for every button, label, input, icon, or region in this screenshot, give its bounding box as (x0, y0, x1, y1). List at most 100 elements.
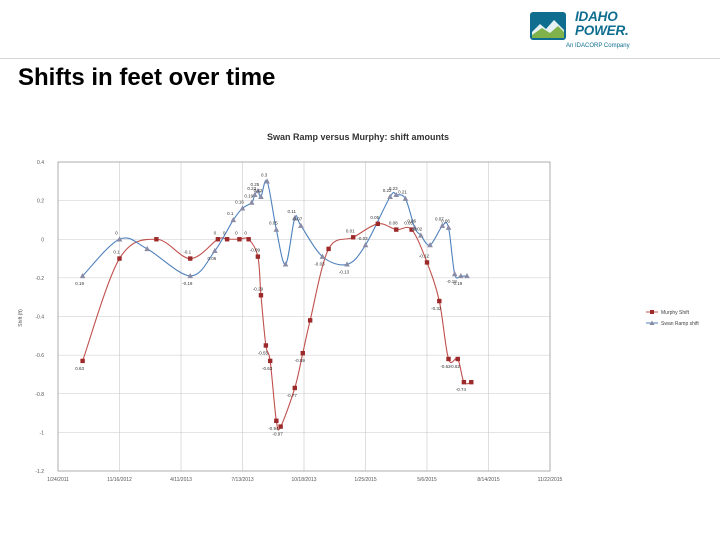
murphy-data-label: -0.32 (431, 306, 442, 311)
murphy-data-point (455, 356, 460, 362)
swan-data-point (291, 215, 298, 221)
swan-data-label: 0.19 (75, 281, 84, 286)
y-tick-label: -0.6 (35, 353, 44, 359)
logo-line-2: POWER. (575, 23, 629, 38)
murphy-data-label: -0.55 (258, 350, 269, 355)
murphy-data-label: 0.08 (389, 221, 398, 226)
series-markers (79, 178, 474, 429)
murphy-data-point (409, 227, 414, 232)
murphy-legend-marker (650, 310, 654, 314)
swan-data-label: 0.16 (235, 199, 244, 204)
murphy-data-point (394, 227, 399, 232)
murphy-data-label: -0.12 (419, 253, 430, 258)
swan-data-label: -0.03 (357, 236, 368, 241)
swan-data-point (230, 216, 237, 223)
logo-wordmark: IDAHO POWER. (575, 10, 629, 38)
swan-data-label: -0.18 (447, 279, 458, 284)
y-tick-label: -1.2 (35, 469, 44, 475)
murphy-data-point (258, 293, 264, 298)
murphy-data-point (246, 237, 251, 242)
murphy-data-point (437, 298, 442, 304)
murphy-data-label: 0.1 (113, 250, 120, 255)
murphy-data-point (117, 256, 122, 261)
swan-data-point (393, 191, 400, 198)
swan-data-label: 0.07 (435, 217, 444, 222)
murphy-legend-label: Murphy Shift (661, 310, 690, 316)
murphy-data-point (469, 379, 474, 385)
x-tick-label: 5/6/2015 (417, 477, 437, 483)
murphy-data-point (224, 237, 230, 242)
murphy-data-point (80, 358, 85, 364)
swan-data-point (239, 205, 246, 211)
chart-grid (57, 161, 551, 472)
murphy-data-point (267, 358, 273, 364)
swan-data-label: 0.22 (254, 188, 263, 193)
swan-data-label: 0.25 (250, 182, 259, 187)
x-tick-label: 11/16/2012 (107, 477, 132, 483)
murphy-data-label: -0.63 (262, 366, 273, 371)
swan-data-point (427, 242, 433, 248)
murphy-data-point (424, 260, 430, 265)
murphy-data-point (351, 235, 356, 240)
murphy-data-point (188, 256, 193, 261)
swan-data-label: 0.3 (261, 172, 268, 177)
murphy-data-label: -0.1 (183, 250, 191, 255)
x-tick-label: 1/24/2011 (47, 477, 69, 483)
logo-tagline: An IDACORP Company (566, 43, 630, 49)
swan-data-label: 0.05 (269, 221, 278, 226)
swan-data-label: 0.06 (207, 256, 216, 261)
swan-data-label: -0.19 (182, 281, 193, 286)
murphy-data-label: 0 (223, 230, 226, 235)
header-divider (0, 58, 720, 59)
swan-data-point (458, 272, 464, 279)
murphy-data-point (375, 221, 380, 226)
murphy-data-label: -0.97 (272, 432, 283, 437)
swan-data-label: 0.07 (294, 217, 303, 222)
y-tick-label: -0.2 (35, 276, 44, 282)
swan-data-point (319, 253, 326, 259)
murphy-data-label: 0.63 (75, 366, 84, 371)
chart-title: Swan Ramp versus Murphy: shift amounts (267, 132, 449, 142)
y-tick-label: 0 (41, 237, 44, 243)
swan-data-point (264, 178, 270, 184)
murphy-data-point (215, 237, 221, 242)
y-axis-ticks: 0.4 0.2 0 -0.2 -0.4 -0.6 -0.8 -1 -1.2 (35, 160, 44, 475)
x-tick-label: 11/22/2015 (538, 477, 563, 483)
murphy-data-label: -0.59 (295, 358, 306, 363)
y-axis-label: Shift (ft) (18, 309, 24, 327)
chart-legend: Murphy Shift Swan Ramp shift (646, 310, 699, 327)
x-tick-label: 8/14/2015 (477, 477, 499, 483)
swan-data-point (445, 224, 452, 230)
swan-data-label: 0 (115, 230, 118, 235)
data-labels: 0.63 0.1 -0.1 0 0 0 0 -0.09 -0.29 -0.55 -0.63 -0.94… (75, 172, 466, 436)
y-tick-label: 0.4 (37, 160, 44, 166)
swan-data-label: 0.22 (383, 188, 392, 193)
murphy-data-label: -0.77 (287, 393, 298, 398)
plot-area-border (57, 161, 551, 472)
swan-data-point (411, 224, 418, 230)
murphy-data-point (446, 356, 451, 362)
swan-data-label: -0.13 (339, 269, 350, 274)
swan-data-point (248, 199, 255, 205)
y-tick-label: -1 (40, 430, 45, 436)
swan-data-point (252, 191, 258, 198)
swan-legend-label: Swan Ramp shift (661, 321, 699, 327)
swan-data-label: 0.19 (453, 281, 462, 286)
murphy-data-label: 0 (235, 230, 238, 235)
murphy-series-line (82, 223, 472, 431)
murphy-data-label: -0.74 (456, 387, 467, 392)
swan-data-label: 0.21 (398, 190, 407, 195)
swan-data-point (282, 261, 289, 267)
swan-data-point (344, 261, 350, 267)
idaho-power-logo-icon (530, 12, 566, 40)
swan-data-label: 0.02 (413, 226, 422, 231)
swan-data-point (439, 222, 446, 228)
murphy-data-point (278, 424, 283, 429)
swan-data-point (116, 236, 123, 242)
swan-data-point (464, 272, 470, 279)
swan-data-point (258, 193, 264, 199)
swan-data-point (451, 271, 458, 277)
murphy-data-point (292, 385, 297, 391)
murphy-data-point (307, 318, 313, 323)
murphy-data-point (274, 418, 279, 423)
